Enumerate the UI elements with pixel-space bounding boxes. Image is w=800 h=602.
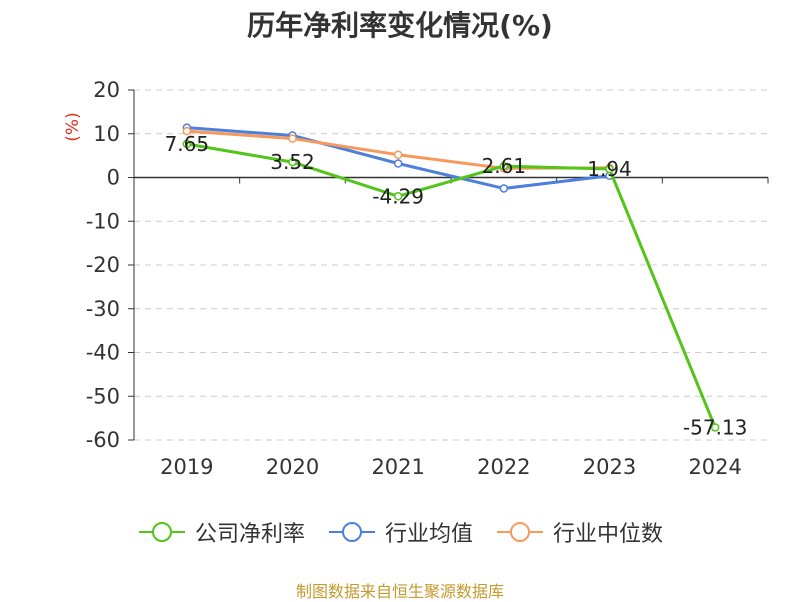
gridlines	[134, 89, 768, 441]
data-point	[182, 126, 192, 136]
data-labels: 7.65 3.52 -4.29 2.61 1.94 -57.13	[165, 132, 748, 439]
data-label: 7.65	[165, 132, 210, 156]
legend-item[interactable]: 行业中位数	[495, 516, 663, 548]
y-tick-label: -10	[86, 209, 120, 233]
legend-marker-icon	[328, 522, 375, 542]
legend-label: 公司净利率	[194, 522, 305, 547]
legend-label: 行业均值	[384, 522, 473, 547]
x-tick-label: 2023	[583, 455, 636, 479]
data-label: 3.52	[270, 150, 315, 174]
x-tick-label: 2019	[160, 455, 213, 479]
x-tick-label: 2024	[688, 455, 741, 479]
legend-item[interactable]: 行业均值	[327, 516, 473, 548]
x-tick-label: 2021	[371, 455, 424, 479]
legend-marker-icon	[138, 522, 185, 542]
legend-label: 行业中位数	[553, 522, 664, 547]
x-tick-label: 2022	[477, 455, 530, 479]
y-tick-label: 10	[93, 122, 120, 146]
y-tick-label: -40	[86, 341, 120, 365]
data-point	[288, 134, 297, 143]
series-line	[186, 142, 717, 429]
y-tick-label: -60	[86, 428, 120, 452]
chart-title: 历年净利率变化情况(%)	[247, 9, 553, 42]
data-point	[499, 184, 509, 193]
data-point	[393, 192, 403, 201]
y-tick-label: -50	[86, 384, 120, 408]
axes: 20 10 0 -10 -20 -30 -40 -50 -60 2019 2020 2021 2022 2…	[86, 78, 769, 479]
y-tick-label: 20	[93, 78, 120, 102]
data-label: 1.94	[587, 157, 632, 181]
y-axis-label: (%)	[63, 112, 83, 141]
data-label: 2.61	[482, 154, 527, 178]
data-point	[605, 164, 614, 174]
legend: 公司净利率 行业均值 行业中位数	[0, 516, 800, 548]
legend-marker-icon	[497, 522, 543, 542]
data-point	[499, 161, 509, 171]
data-label: -57.13	[683, 415, 747, 439]
y-tick-label: -30	[86, 297, 120, 321]
data-point	[288, 157, 297, 167]
data-label: -4.29	[372, 184, 424, 208]
data-point	[710, 423, 720, 432]
y-tick-label: -20	[86, 253, 120, 277]
source-note: 制图数据来自恒生聚源数据库	[295, 582, 504, 601]
legend-item[interactable]: 公司净利率	[137, 516, 305, 548]
series-lines	[182, 123, 720, 432]
y-tick-label: 0	[107, 166, 120, 190]
data-point	[393, 150, 403, 159]
data-point	[393, 159, 403, 168]
x-tick-label: 2020	[266, 455, 319, 479]
data-point	[182, 139, 192, 149]
